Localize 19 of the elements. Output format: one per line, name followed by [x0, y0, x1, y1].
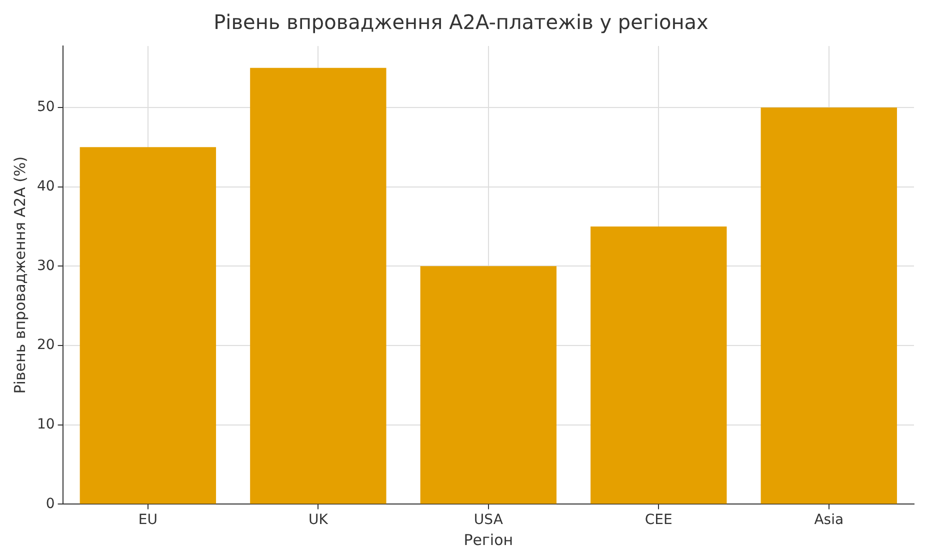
y-tick-label: 20 [36, 337, 55, 354]
x-axis-title: Регіон [464, 530, 514, 549]
x-tick-label: USA [474, 512, 504, 528]
x-tick-label: CEE [644, 512, 672, 528]
bar [590, 226, 727, 504]
y-tick-label: 40 [36, 178, 55, 194]
bar [80, 147, 216, 504]
y-tick-label: 10 [36, 416, 55, 432]
x-tick-label: UK [308, 512, 329, 528]
x-tick-label: EU [138, 512, 158, 528]
y-axis-title: Рівень впровадження A2A (%) [10, 156, 29, 394]
bar [760, 107, 897, 504]
y-tick-label: 30 [36, 258, 55, 274]
bar [420, 266, 556, 504]
bar [250, 68, 386, 504]
x-tick-label: Asia [814, 512, 844, 528]
y-tick-label: 0 [46, 496, 55, 512]
y-tick-label: 50 [36, 99, 55, 116]
chart-title: Рівень впровадження A2A-платежів у регіонах [214, 10, 709, 34]
